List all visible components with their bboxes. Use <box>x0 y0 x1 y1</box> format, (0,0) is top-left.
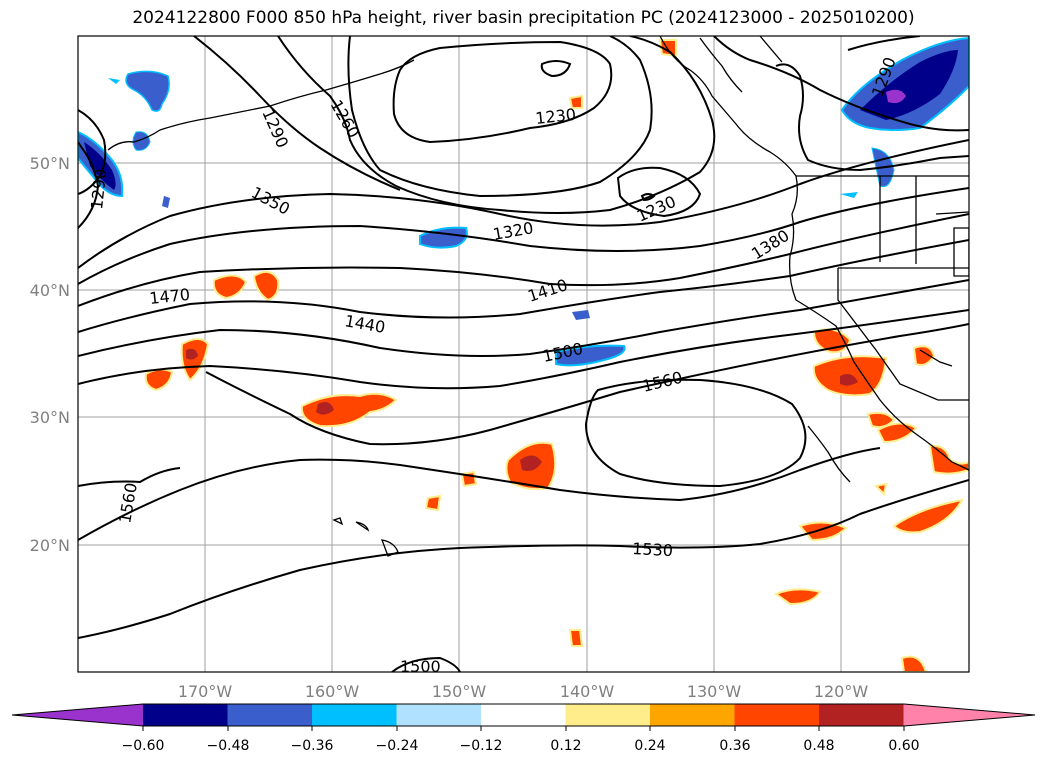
colorbar-segment <box>481 704 566 726</box>
lon-label: 170°W <box>178 682 233 701</box>
positive-anomaly-regions <box>144 39 969 672</box>
height-contours <box>78 36 969 672</box>
positive-anomaly-cores <box>186 348 858 471</box>
colorbar-tick-label: −0.36 <box>291 738 334 754</box>
map-title: 2024122800 F000 850 hPa height, river ba… <box>132 8 915 28</box>
colorbar-segment <box>650 704 735 726</box>
colorbar-segment <box>819 704 904 726</box>
map-frame <box>77 35 970 673</box>
lat-label: 40°N <box>30 281 70 300</box>
lon-label: 150°W <box>432 682 487 701</box>
coastlines <box>107 36 969 557</box>
colorbar-tick-label: 0.36 <box>719 738 750 754</box>
colorbar-tick-label: −0.12 <box>460 738 503 754</box>
longitude-axis: 170°W 160°W 150°W 140°W 130°W 120°W <box>178 682 869 701</box>
colorbar-segment <box>143 704 228 726</box>
lon-label: 140°W <box>560 682 615 701</box>
negative-anomaly-regions <box>78 36 969 367</box>
colorbar-segment <box>565 704 651 726</box>
colorbar-tick-label: 0.60 <box>888 738 919 754</box>
colorbar-ticks <box>142 726 905 731</box>
colorbar-segment <box>396 704 482 726</box>
colorbar-tick-label: −0.60 <box>122 738 165 754</box>
lon-label: 120°W <box>814 682 869 701</box>
contour-label: 1470 <box>148 285 190 308</box>
colorbar-segment <box>312 704 397 726</box>
lat-label: 20°N <box>30 536 70 555</box>
contour-label: 1290 <box>87 168 110 210</box>
colorbar: −0.60 −0.48 −0.36 −0.24 −0.12 0.12 0.24 … <box>11 703 1036 754</box>
lat-label: 30°N <box>30 408 70 427</box>
colorbar-tick-label: −0.48 <box>207 738 250 754</box>
colorbar-extend-high <box>903 704 1035 726</box>
contour-label: 1230 <box>534 105 576 128</box>
contour-label: 1500 <box>400 657 441 676</box>
lat-label: 50°N <box>30 154 70 173</box>
colorbar-segment <box>227 704 313 726</box>
colorbar-segments <box>12 704 1035 726</box>
colorbar-tick-label: 0.48 <box>803 738 834 754</box>
colorbar-tick-label: 0.12 <box>550 738 581 754</box>
lon-label: 130°W <box>687 682 742 701</box>
colorbar-tick-label: 0.24 <box>634 738 665 754</box>
colorbar-extend-low <box>12 704 143 726</box>
contour-label: 1530 <box>632 539 674 560</box>
latitude-axis: 50°N 40°N 30°N 20°N <box>30 154 70 555</box>
lon-label: 160°W <box>305 682 360 701</box>
colorbar-tick-labels: −0.60 −0.48 −0.36 −0.24 −0.12 0.12 0.24 … <box>122 738 920 754</box>
colorbar-segment <box>734 704 820 726</box>
map-area: 1290 1260 1230 1290 1350 1320 1230 1380 … <box>78 36 969 676</box>
colorbar-tick-label: −0.24 <box>376 738 419 754</box>
